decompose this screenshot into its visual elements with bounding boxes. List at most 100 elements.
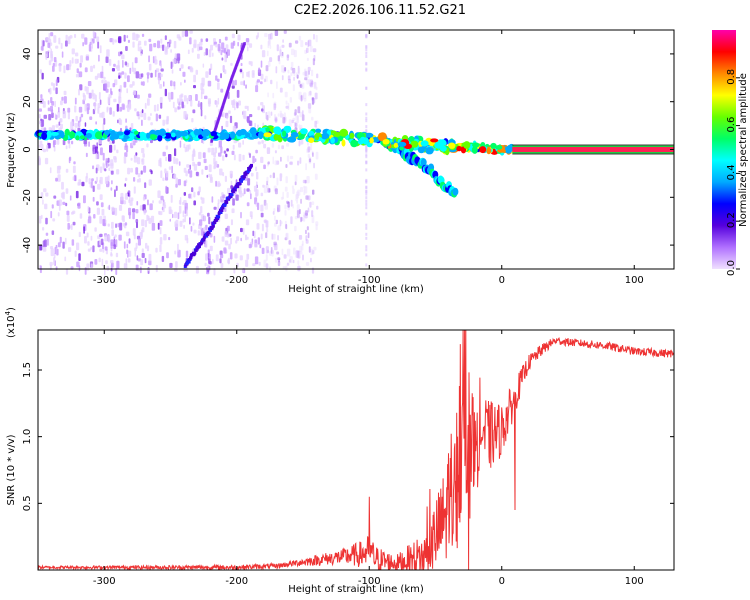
noise-cell	[365, 86, 368, 90]
noise-cell	[205, 224, 208, 231]
noise-cell	[96, 176, 98, 183]
noise-cell	[307, 146, 311, 151]
noise-cell	[191, 187, 194, 193]
noise-cell	[126, 105, 128, 109]
noise-cell	[245, 219, 250, 226]
noise-cell	[283, 112, 286, 121]
snr-frame	[37, 329, 675, 571]
snr-y-ticks: 0.5 1.0 1.5	[22, 362, 674, 511]
noise-cell	[248, 61, 252, 65]
noise-cell	[136, 222, 138, 229]
noise-cell	[122, 215, 125, 223]
faint-line-cell	[243, 42, 246, 45]
noise-cell	[182, 71, 186, 77]
noise-cell	[97, 103, 101, 109]
noise-cell	[286, 155, 290, 162]
noise-cell	[365, 112, 368, 116]
noise-cell	[280, 173, 283, 178]
noise-cell	[147, 98, 150, 106]
x-tick-label: -300	[93, 275, 116, 286]
noise-cell	[230, 42, 234, 49]
noise-cell	[285, 224, 288, 230]
noise-cell	[273, 241, 277, 246]
noise-cell	[175, 158, 179, 165]
noise-cell	[284, 237, 288, 241]
noise-cell	[52, 62, 55, 67]
noise-cell	[98, 139, 102, 145]
noise-cell	[211, 196, 214, 203]
noise-cell	[263, 78, 266, 83]
noise-cell	[284, 67, 287, 72]
noise-cell	[365, 263, 368, 267]
noise-cell	[230, 219, 233, 226]
carrier-track-cell	[410, 140, 419, 148]
noise-cell	[299, 245, 302, 252]
carrier-track-cell	[350, 139, 358, 148]
noise-cell	[207, 212, 210, 217]
noise-cell	[230, 237, 232, 245]
noise-cell	[309, 90, 312, 96]
noise-cell	[124, 222, 128, 226]
noise-cell	[311, 150, 314, 156]
noise-cell	[42, 101, 46, 108]
noise-cell	[120, 192, 124, 201]
noise-cell	[301, 138, 304, 144]
carrier-track-cell	[282, 130, 287, 137]
chart-title: C2E2.2026.106.11.52.G21	[294, 3, 466, 18]
noise-cell	[261, 223, 264, 232]
noise-cell	[86, 263, 90, 271]
noise-cell	[147, 199, 149, 206]
noise-cell	[158, 114, 162, 119]
noise-cell	[142, 204, 146, 211]
noise-cell	[276, 160, 280, 165]
noise-cell	[129, 84, 133, 88]
noise-cell	[121, 71, 125, 75]
noise-cell	[104, 168, 107, 172]
noise-cell	[224, 175, 227, 182]
noise-cell	[108, 204, 111, 211]
noise-cell	[308, 246, 311, 253]
noise-cell	[111, 180, 113, 185]
noise-cell	[306, 47, 309, 53]
noise-cell	[108, 59, 112, 66]
carrier-track-cell	[308, 130, 315, 137]
noise-cell	[42, 40, 45, 47]
noise-cell	[65, 168, 69, 173]
noise-cell	[128, 101, 131, 109]
noise-cell	[277, 225, 281, 231]
noise-cell	[107, 96, 111, 105]
noise-cell	[134, 108, 137, 112]
noise-cell	[260, 156, 264, 163]
y-tick-label: 1.0	[22, 429, 33, 445]
noise-cell	[61, 51, 64, 58]
noise-cell	[273, 208, 276, 212]
noise-cell	[168, 206, 172, 215]
noise-cell	[249, 43, 253, 48]
noise-cell	[267, 187, 271, 193]
noise-cell	[230, 62, 233, 66]
noise-cell	[87, 81, 92, 87]
noise-cell	[78, 88, 80, 96]
carrier-track-cell	[113, 133, 120, 140]
noise-cell	[257, 202, 260, 211]
noise-cell	[223, 247, 227, 254]
noise-cell	[290, 61, 294, 68]
noise-cell	[64, 256, 67, 262]
noise-cell	[180, 93, 184, 98]
noise-cell	[140, 53, 143, 57]
noise-cell	[132, 32, 136, 41]
noise-cell	[226, 233, 230, 238]
x-tick-label: -200	[225, 576, 248, 587]
noise-cell	[205, 48, 208, 56]
noise-cell	[67, 112, 70, 120]
noise-cell	[39, 69, 42, 74]
noise-cell	[248, 70, 250, 78]
noise-cell	[300, 198, 302, 204]
noise-cell	[193, 74, 196, 83]
noise-cell	[284, 220, 287, 229]
noise-cell	[215, 254, 219, 262]
noise-cell	[136, 201, 139, 206]
carrier-track-cell	[298, 134, 305, 140]
noise-cell	[282, 191, 284, 200]
noise-cell	[137, 173, 141, 178]
